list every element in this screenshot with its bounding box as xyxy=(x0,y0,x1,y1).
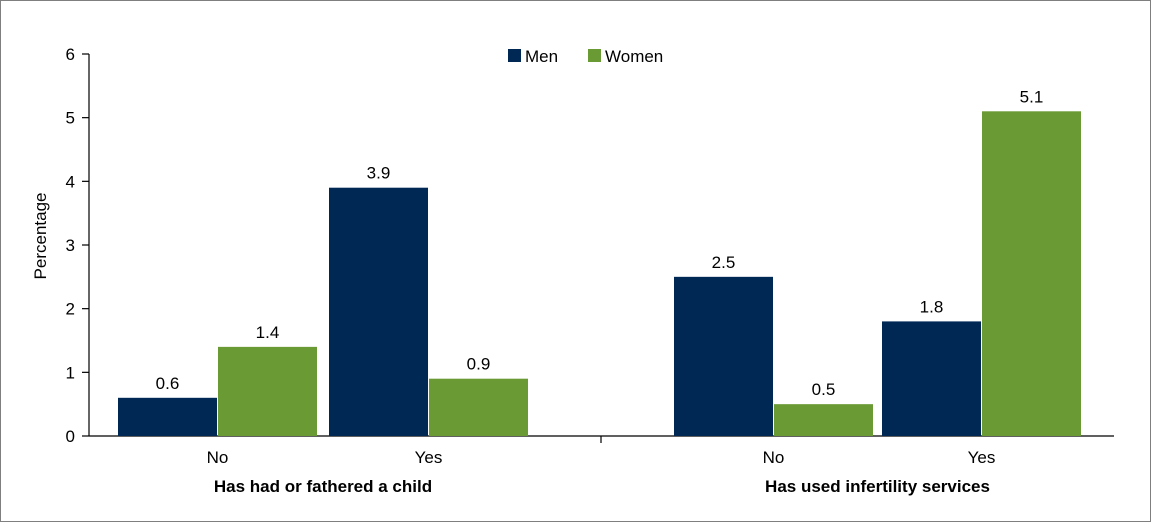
bar-men-1-1 xyxy=(882,321,981,436)
legend: Men Women xyxy=(508,47,663,66)
legend-swatch-men xyxy=(508,49,521,62)
category-label: No xyxy=(763,448,785,467)
data-label: 0.9 xyxy=(467,355,491,374)
bar-women-1-1 xyxy=(982,111,1081,437)
y-tick-label: 1 xyxy=(66,363,75,382)
data-label: 5.1 xyxy=(1020,87,1044,106)
y-tick-label: 2 xyxy=(66,300,75,319)
data-label: 2.5 xyxy=(712,253,736,272)
data-label: 1.4 xyxy=(256,323,280,342)
legend-label-women: Women xyxy=(605,47,663,66)
legend-label-men: Men xyxy=(525,47,558,66)
y-tick-label: 6 xyxy=(66,45,75,64)
group-label: Has used infertility services xyxy=(765,477,990,496)
bar-women-0-0 xyxy=(218,346,317,436)
y-axis-label: Percentage xyxy=(31,193,50,280)
data-label: 0.5 xyxy=(812,380,836,399)
y-tick-label: 4 xyxy=(66,172,75,191)
category-label: Yes xyxy=(415,448,443,467)
y-tick-label: 5 xyxy=(66,109,75,128)
y-tick-label: 3 xyxy=(66,236,75,255)
bar-women-0-1 xyxy=(429,378,528,436)
axes: 0 1 2 3 4 5 6 No Yes Has had or fathered a child N… xyxy=(66,45,1114,496)
legend-swatch-women xyxy=(588,49,601,62)
category-label: No xyxy=(207,448,229,467)
y-tick-label: 0 xyxy=(66,427,75,446)
bar-men-1-0 xyxy=(674,276,773,436)
bar-men-0-1 xyxy=(329,187,428,436)
category-label: Yes xyxy=(968,448,996,467)
data-label: 0.6 xyxy=(156,374,180,393)
data-label: 3.9 xyxy=(367,164,391,183)
bar-women-1-0 xyxy=(774,404,873,436)
group-label: Has had or fathered a child xyxy=(214,477,432,496)
data-label: 1.8 xyxy=(920,297,944,316)
bar-men-0-0 xyxy=(118,397,217,436)
bars: 0.6 1.4 3.9 0.9 2.5 0.5 1.8 5.1 xyxy=(118,87,1081,437)
